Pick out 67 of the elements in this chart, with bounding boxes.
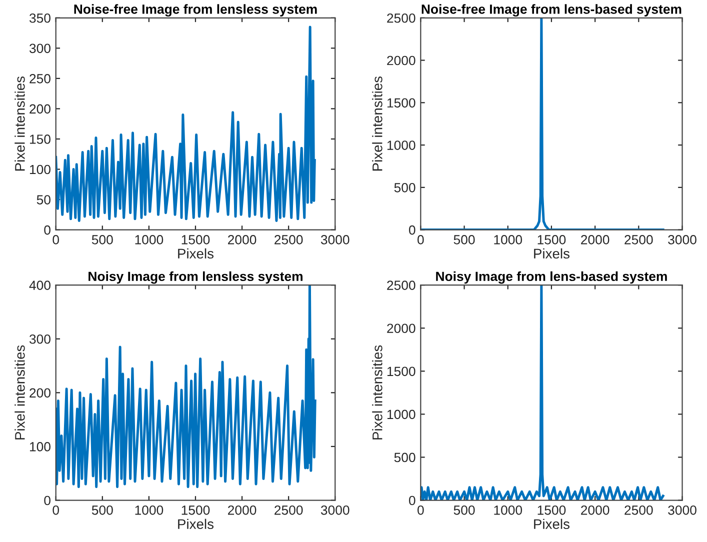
x-tick-label: 1500 [538,505,566,515]
y-tick-label: 1000 [387,410,416,420]
y-tick-label: 500 [394,182,416,192]
x-tick-label: 2000 [581,505,610,515]
y-tick-label: 2000 [387,324,416,334]
x-tick-label: 1000 [135,235,164,244]
y-tick-label: 300 [29,44,50,54]
y-tick-label: 2500 [387,13,416,23]
x-tick-label: 500 [92,505,113,515]
y-tick-label: 1500 [387,98,416,108]
y-tick-label: 500 [394,452,416,462]
x-tick-label: 3000 [320,505,350,515]
x-tick-label: 3000 [668,235,696,244]
x-tick-label: 0 [418,505,424,515]
x-tick-label: 2000 [228,235,256,244]
y-tick-label: 50 [36,195,50,204]
y-tick-label: 2500 [387,280,416,290]
chart-title: Noise-free Image from lens-based system [422,4,682,17]
y-axis-title: Pixel intensities [14,76,25,171]
x-tick-label: 1500 [538,235,566,244]
x-tick-label: 2500 [274,505,303,515]
x-tick-label: 0 [52,235,60,244]
x-axis-title: Pixels [534,518,570,530]
y-tick-label: 400 [29,280,50,290]
x-tick-label: 2500 [274,235,303,244]
y-axis-title: Pixel intensities [372,76,382,171]
y-tick-label: 1500 [387,366,416,376]
y-tick-label: 300 [29,334,50,344]
x-tick-label: 0 [418,235,424,244]
y-tick-label: 0 [408,496,416,506]
y-axis-title: Pixel intensities [14,345,25,440]
x-tick-label: 2500 [624,235,653,244]
x-tick-label: 500 [454,235,475,244]
x-tick-label: 1500 [182,235,210,244]
x-tick-label: 3000 [668,505,696,515]
y-tick-label: 250 [30,74,50,84]
y-tick-label: 0 [44,496,50,506]
x-tick-label: 500 [92,235,113,244]
y-axis-title: Pixel intensities [372,345,382,440]
x-tick-label: 500 [454,505,475,515]
y-tick-label: 1000 [387,140,416,150]
x-tick-label: 2000 [581,235,610,244]
y-tick-label: 2000 [387,56,416,66]
x-tick-label: 1000 [135,505,164,515]
x-tick-label: 1000 [494,235,522,244]
chart-title: Noisy Image from lens-based system [436,271,667,284]
x-axis-title: Pixels [534,248,570,259]
y-tick-label: 350 [29,13,50,23]
x-tick-label: 3000 [320,235,350,244]
line-series [56,285,316,488]
y-tick-label: 150 [30,134,50,144]
x-tick-label: 1000 [494,505,522,515]
y-tick-label: 100 [30,164,50,174]
x-tick-label: 2500 [624,505,653,515]
line-series [56,26,316,222]
x-axis-title: Pixels [178,248,214,259]
x-tick-label: 2000 [228,505,256,515]
chart-title: Noise-free Image from lensless system [74,4,317,17]
y-tick-label: 0 [408,225,416,235]
x-axis-title: Pixels [178,518,214,530]
y-tick-label: 200 [30,388,50,398]
y-tick-label: 0 [44,225,50,235]
x-tick-label: 0 [52,505,60,515]
x-tick-label: 1500 [182,505,210,515]
y-tick-label: 100 [30,442,50,452]
y-tick-label: 200 [30,104,50,114]
chart-title: Noisy Image from lensless system [88,271,302,284]
